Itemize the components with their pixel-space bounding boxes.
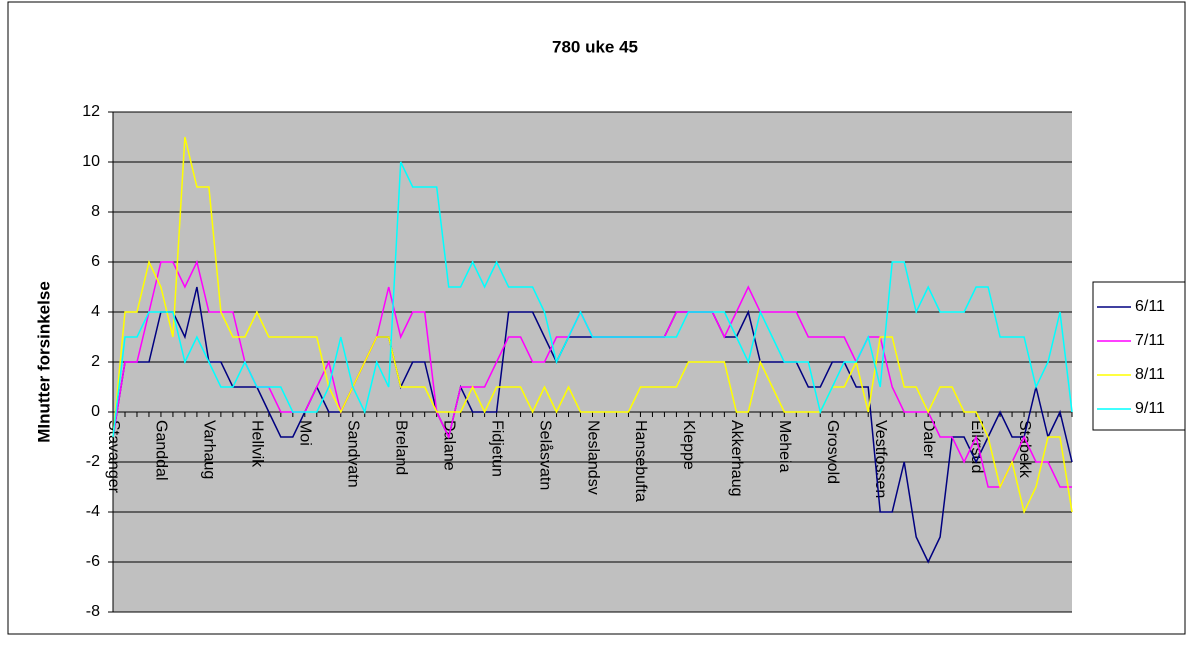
series-line [112,136,1073,515]
legend-label: 7/11 [1135,332,1165,349]
x-tick-label: Fidjetun [488,420,505,477]
x-tick-label: Eikrsud [968,420,985,473]
legend-label: 8/11 [1135,366,1165,383]
y-tick-label: 2 [91,353,100,370]
x-tick-label: Breland [392,420,409,475]
y-axis-label: MInutter forsinkelse [34,281,53,443]
x-tick-label: Hellvik [249,420,266,468]
x-tick-label: Vestfossen [872,420,889,498]
x-tick-label: Daler [920,420,937,459]
x-tick-label: Hansebufta [632,420,649,502]
y-tick-label: 0 [91,403,100,420]
y-tick-label: -2 [86,453,100,470]
legend-label: 9/11 [1135,400,1165,417]
x-tick-label: Stavanger [105,420,122,494]
x-tick-label: Grosvold [824,420,841,484]
x-tick-label: Sandvatn [345,420,362,488]
x-tick-label: Ganddal [153,420,170,481]
x-tick-label: Neslandsv [584,420,601,495]
y-tick-label: -8 [86,603,100,620]
y-tick-label: 6 [91,253,100,270]
series-line [112,161,1073,438]
x-tick-label: Stabekk [1016,420,1033,479]
x-tick-label: Akkerhaug [728,420,745,497]
y-tick-label: 8 [91,203,100,220]
x-tick-label: Selåsvatn [536,420,554,490]
x-tick-label: Moi [297,420,314,446]
x-tick-label: Kleppe [680,420,697,470]
legend [1092,281,1186,431]
y-tick-label: 10 [82,153,100,170]
y-tick-label: -6 [86,553,100,570]
y-tick-label: -4 [86,503,100,520]
x-tick-label: Meheia [776,420,793,473]
x-tick-label: Dalane [440,420,457,471]
chart-title: 780 uke 45 [552,37,638,56]
y-tick-label: 12 [82,103,100,120]
x-tick-label: Varhaug [201,420,218,479]
legend-label: 6/11 [1135,298,1165,315]
y-tick-label: 4 [91,303,100,320]
